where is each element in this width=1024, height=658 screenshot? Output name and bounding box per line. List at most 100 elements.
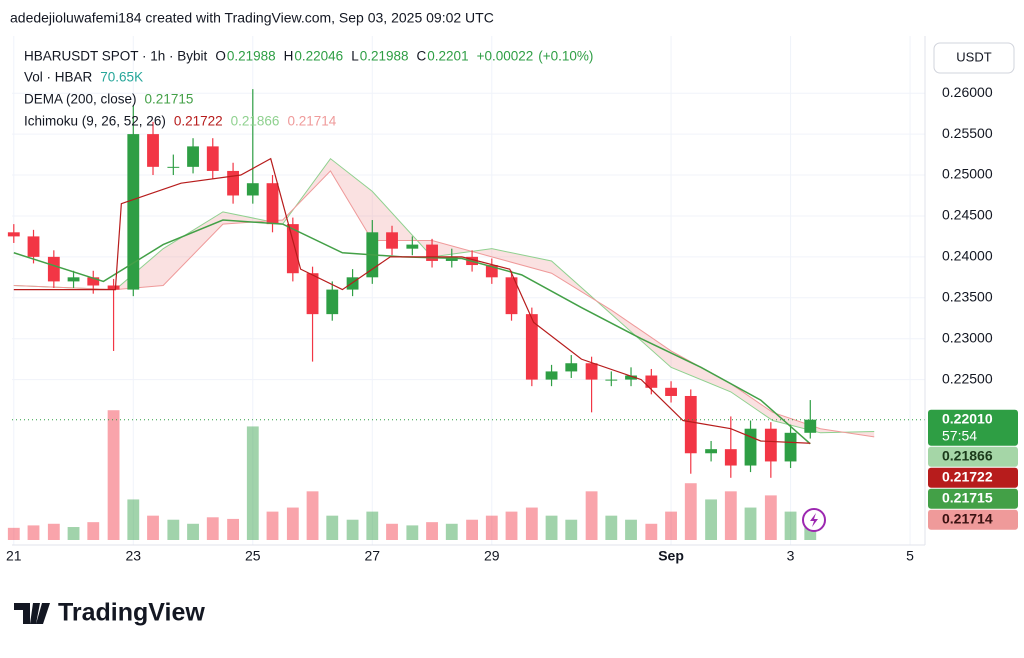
volume-bar: [67, 527, 80, 540]
price-badge-label: 0.21715: [942, 489, 993, 505]
price-badge: [928, 409, 1018, 446]
volume-bar: [406, 525, 419, 540]
candle-body: [645, 375, 658, 388]
dema-last: 0.21715: [145, 92, 194, 107]
candle-body: [605, 379, 618, 381]
ichimoku-value: 0.21866: [231, 114, 280, 129]
quote-label: H: [284, 49, 294, 64]
candle-body: [386, 232, 398, 249]
countdown: 57:54: [942, 427, 977, 443]
candle-body: [227, 170, 239, 196]
candle-body: [147, 134, 159, 167]
volume-bar: [505, 511, 518, 540]
leading-span-a: [13, 157, 875, 434]
candle-body: [67, 277, 80, 282]
volume-last: 70.65K: [100, 70, 143, 85]
candle-body: [246, 183, 259, 196]
indicator-lines: [12, 157, 925, 445]
currency-button[interactable]: [933, 42, 1015, 74]
candle-body: [107, 285, 120, 290]
volume-bar: [227, 518, 239, 540]
volume-bar: [466, 519, 479, 540]
ichimoku-title: Ichimoku (9, 26, 52, 26): [24, 114, 166, 129]
candle-body: [585, 363, 598, 380]
y-tick-label: 0.25500: [942, 125, 993, 141]
candle-body: [266, 183, 279, 225]
candle-body: [744, 428, 757, 466]
volume-bar: [744, 507, 757, 540]
x-tick-label: 23: [126, 548, 142, 564]
volume-bar: [266, 511, 279, 540]
candle-body: [206, 146, 219, 171]
candle-body: [485, 265, 498, 278]
quote-value: 0.2201: [427, 49, 468, 64]
volume-bar: [27, 525, 40, 540]
volume-bar: [346, 519, 359, 540]
x-tick-label: 27: [365, 548, 381, 564]
logo-mark: [14, 603, 50, 624]
axes: 0.22500 0.23000 0.23500 0.24000 0.24500 0.250…: [6, 84, 993, 564]
candle-body: [724, 449, 737, 466]
price-badge: [928, 446, 1018, 467]
x-tick-label: 25: [245, 548, 261, 564]
candle-body: [426, 244, 438, 261]
volume-bar: [326, 515, 339, 540]
volume-bar: [286, 507, 299, 540]
caption: adedejioluwafemi184 created with Trading…: [10, 10, 494, 26]
candle-body: [545, 371, 558, 380]
price-badge-label: 0.21866: [942, 447, 993, 463]
y-tick-label: 0.24500: [942, 207, 993, 223]
volume-bar: [705, 499, 718, 540]
candle-body: [47, 256, 60, 282]
y-tick-label: 0.22500: [942, 370, 993, 386]
volume-bar: [426, 522, 438, 540]
x-tick-label: 21: [6, 548, 22, 564]
volume-bar: [665, 511, 677, 540]
candle-body: [326, 289, 339, 315]
volume-bar: [47, 523, 60, 540]
price-badge: [928, 488, 1018, 509]
candle-body: [705, 449, 718, 454]
candle-body: [187, 146, 199, 167]
symbol: HBARUSDT SPOT · 1h · Bybit: [24, 49, 208, 64]
volume-bar: [565, 519, 578, 540]
quote-value: 0.21988: [227, 49, 276, 64]
volume-bar: [107, 410, 120, 540]
price-badge: [928, 509, 1018, 530]
volume-bar: [625, 519, 637, 540]
candle-body: [764, 428, 777, 462]
quote-label: C: [417, 49, 427, 64]
volume-bar: [147, 515, 159, 540]
x-tick-label: Sep: [658, 548, 684, 564]
volume-bar: [585, 491, 598, 540]
candle-body: [167, 166, 180, 168]
volume-bar: [445, 523, 458, 540]
currency[interactable]: USDT: [956, 49, 991, 64]
volume-bar: [187, 523, 199, 540]
candle-body: [665, 387, 677, 396]
change-pct: (+0.10%): [538, 49, 593, 64]
candle-body: [306, 273, 319, 315]
x-tick-label: 5: [906, 548, 914, 564]
volume-bar: [724, 491, 737, 540]
volume-bar: [366, 511, 379, 540]
volume-bar: [167, 519, 180, 540]
price-badge: [928, 467, 1018, 488]
volume-bar: [386, 523, 398, 540]
volume-bar: [784, 511, 797, 540]
logo-text: TradingView: [58, 599, 205, 627]
volume-bar: [605, 515, 618, 540]
y-tick-label: 0.25000: [942, 166, 993, 182]
alert-icon-bolt: [810, 513, 818, 527]
price-badge-label: 0.22010: [942, 410, 993, 426]
volume-bar: [306, 491, 319, 540]
logo: TradingView: [14, 599, 205, 627]
y-tick-label: 0.23000: [942, 329, 993, 345]
ichimoku-base-line: [13, 157, 811, 444]
volume-bar: [7, 527, 20, 540]
volume-pane: [7, 410, 817, 540]
dema-line: [13, 219, 811, 445]
quote-value: 0.22046: [294, 49, 343, 64]
